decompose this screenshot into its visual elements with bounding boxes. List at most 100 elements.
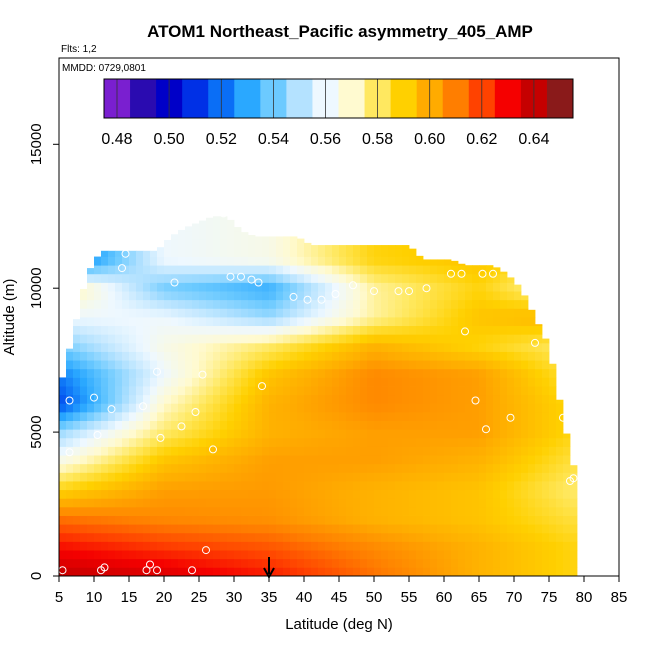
heatmap-cell (570, 541, 578, 551)
heatmap-cell (94, 463, 102, 473)
heatmap-cell (528, 403, 536, 413)
heatmap-cell (332, 377, 340, 387)
heatmap-cell (381, 550, 389, 560)
heatmap-cell (381, 386, 389, 396)
heatmap-cell (164, 308, 172, 318)
heatmap-cell (185, 489, 193, 499)
heatmap-cell (206, 550, 214, 560)
heatmap-cell (318, 342, 326, 352)
heatmap-cell (136, 394, 144, 404)
heatmap-cell (220, 429, 228, 439)
heatmap-cell (108, 256, 116, 266)
heatmap-cell (388, 377, 396, 387)
heatmap-cell (444, 377, 452, 387)
heatmap-cell (171, 239, 179, 249)
heatmap-cell (227, 256, 235, 266)
heatmap-cell (507, 411, 515, 421)
heatmap-cell (500, 481, 508, 491)
heatmap-cell (276, 325, 284, 335)
heatmap-cell (143, 360, 151, 370)
heatmap-cell (171, 532, 179, 542)
heatmap-cell (430, 532, 438, 542)
sample-point (198, 370, 207, 379)
sample-point (545, 307, 553, 316)
heatmap-cell (171, 247, 179, 257)
heatmap-cell (290, 265, 298, 275)
heatmap-cell (458, 342, 466, 352)
heatmap-cell (395, 411, 403, 421)
heatmap-cell (304, 541, 312, 551)
heatmap-cell (178, 481, 186, 491)
heatmap-cell (542, 446, 550, 456)
heatmap-cell (94, 334, 102, 344)
heatmap-cell (94, 532, 102, 542)
heatmap-cell (283, 463, 291, 473)
heatmap-cell (514, 498, 522, 508)
heatmap-cell (199, 247, 207, 257)
heatmap-cell (178, 317, 186, 327)
heatmap-cell (416, 334, 424, 344)
heatmap-cell (73, 319, 81, 327)
heatmap-cell (283, 506, 291, 516)
heatmap-cell (255, 299, 263, 309)
heatmap-cell (458, 386, 466, 396)
heatmap-cell (290, 481, 298, 491)
heatmap-cell (430, 403, 438, 413)
heatmap-cell (549, 386, 557, 396)
heatmap-cell (136, 250, 144, 257)
heatmap-cell (164, 403, 172, 413)
sample-point (177, 422, 186, 431)
heatmap-cell (451, 429, 459, 439)
heatmap-cell (430, 273, 438, 283)
heatmap-cell (276, 550, 284, 560)
heatmap-cell (332, 247, 340, 257)
heatmap-cell (374, 282, 382, 292)
heatmap-cell (500, 360, 508, 370)
heatmap-cell (367, 446, 375, 456)
sample-point (76, 269, 84, 278)
heatmap-cell (528, 309, 536, 318)
heatmap-cell (346, 472, 354, 482)
heatmap-cell (402, 273, 410, 283)
heatmap-cell (332, 282, 340, 292)
heatmap-cell (556, 429, 564, 439)
heatmap-cell (367, 420, 375, 430)
heatmap-cell (339, 532, 347, 542)
heatmap-cell (171, 541, 179, 551)
heatmap-cell (241, 394, 249, 404)
heatmap-cell (332, 532, 340, 542)
heatmap-cell (206, 472, 214, 482)
heatmap-cell (346, 394, 354, 404)
heatmap-cell (346, 489, 354, 499)
heatmap-cell (185, 317, 193, 327)
heatmap-cell (353, 282, 361, 292)
heatmap-cell (367, 386, 375, 396)
heatmap-cell (297, 524, 305, 534)
heatmap-cell (486, 360, 494, 370)
heatmap-cell (388, 463, 396, 473)
heatmap-cell (108, 291, 116, 301)
heatmap-cell (171, 308, 179, 318)
heatmap-cell (108, 567, 116, 577)
heatmap-cell (528, 342, 536, 352)
heatmap-cell (290, 334, 298, 344)
heatmap-cell (171, 273, 179, 283)
heatmap-cell (241, 550, 249, 560)
heatmap-cell (157, 325, 165, 335)
heatmap-cell (185, 411, 193, 421)
heatmap-cell (416, 446, 424, 456)
heatmap-cell (150, 506, 158, 516)
heatmap-cell (423, 308, 431, 318)
sample-point (370, 287, 378, 296)
heatmap-cell (150, 532, 158, 542)
heatmap-cell (353, 558, 361, 568)
heatmap-cell (199, 403, 207, 413)
heatmap-cell (570, 465, 578, 473)
heatmap-cell (451, 524, 459, 534)
heatmap-cell (241, 446, 249, 456)
heatmap-cell (143, 308, 151, 318)
heatmap-cell (87, 351, 95, 361)
heatmap-cell (528, 437, 536, 447)
heatmap-cell (542, 411, 550, 421)
heatmap-cell (129, 256, 137, 266)
